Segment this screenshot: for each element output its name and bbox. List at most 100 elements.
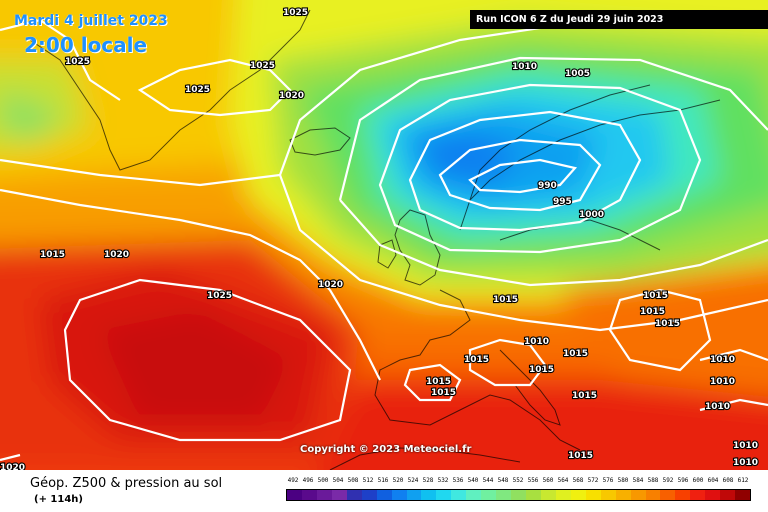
isobar-1015-iberia xyxy=(403,363,462,402)
isobar-label: 1025 xyxy=(250,61,275,71)
forecast-date: Mardi 4 juillet 2023 xyxy=(14,13,168,29)
color-scale-bar xyxy=(286,489,751,501)
scale-value-label: 520 xyxy=(392,477,404,484)
forecast-local-time: 2:00 locale xyxy=(24,33,148,57)
isobar-label: 1000 xyxy=(579,210,604,220)
scale-color-cell xyxy=(600,490,616,500)
scale-value-label: 500 xyxy=(317,477,329,484)
scale-value-label: 604 xyxy=(707,477,719,484)
isobar-label: 1025 xyxy=(283,8,308,18)
isobar-995 xyxy=(438,138,602,212)
scale-value-label: 612 xyxy=(737,477,749,484)
product-title: Géop. Z500 & pression au sol xyxy=(30,476,223,491)
isobar-label: 1010 xyxy=(733,458,758,468)
scale-color-cell xyxy=(615,490,631,500)
greenland-coast xyxy=(29,9,311,171)
isobar-label: 1010 xyxy=(733,441,758,451)
scale-color-cell xyxy=(540,490,556,500)
isobar-label: 1015 xyxy=(640,307,665,317)
isobar-1020 xyxy=(0,188,381,381)
isobar-label: 1015 xyxy=(40,250,65,260)
scale-color-cell xyxy=(361,490,377,500)
scale-color-cell xyxy=(287,490,302,500)
isobar-1020-west xyxy=(0,453,21,462)
scale-value-label: 552 xyxy=(512,477,524,484)
isobar-label: 1015 xyxy=(529,365,554,375)
isobar-label: 1025 xyxy=(65,57,90,67)
scale-color-cell xyxy=(511,490,526,500)
scale-color-cell xyxy=(346,490,362,500)
isobar-1025-greenland xyxy=(0,18,121,101)
isobar-label: 1015 xyxy=(572,391,597,401)
scale-value-label: 584 xyxy=(632,477,644,484)
isobar-label: 990 xyxy=(538,181,557,191)
scale-color-cell xyxy=(421,490,437,500)
scale-color-cell xyxy=(436,490,452,500)
norway-coast xyxy=(469,84,651,201)
isobar-label: 1015 xyxy=(568,451,593,461)
isobar-label: 1005 xyxy=(565,69,590,79)
isobar-label: 1010 xyxy=(705,402,730,412)
scale-value-label: 600 xyxy=(692,477,704,484)
land-outlines xyxy=(29,9,721,470)
isobar-label: 1020 xyxy=(0,463,25,470)
color-scale-labels: 492 496 500 504 508 512 516 520 524 528 532 536 540 5… xyxy=(286,477,751,487)
scale-color-cell xyxy=(585,490,601,500)
isobar-label: 1020 xyxy=(318,280,343,290)
scale-value-label: 576 xyxy=(602,477,614,484)
isobar-label: 1020 xyxy=(279,91,304,101)
scale-value-label: 608 xyxy=(722,477,734,484)
map-footer: Géop. Z500 & pression au sol (+ 114h) 49… xyxy=(0,470,768,512)
baltic-coast xyxy=(499,219,661,251)
scale-value-label: 556 xyxy=(527,477,539,484)
z500-field xyxy=(0,0,768,470)
africa-coast xyxy=(329,447,521,470)
italy-coast xyxy=(499,349,561,426)
scale-value-label: 496 xyxy=(302,477,314,484)
isobar-label: 1015 xyxy=(426,377,451,387)
copyright-notice: Copyright © 2023 Meteociel.fr xyxy=(300,444,472,455)
scale-color-cell xyxy=(301,490,317,500)
isobar-1010 xyxy=(338,56,768,201)
scale-value-label: 504 xyxy=(332,477,344,484)
scale-color-cell xyxy=(690,490,706,500)
europe-coast xyxy=(374,289,581,451)
isobar-label: 995 xyxy=(553,197,572,207)
scale-value-label: 548 xyxy=(497,477,509,484)
model-run-info: Run ICON 6 Z du Jeudi 29 juin 2023 xyxy=(470,10,768,29)
scale-color-cell xyxy=(720,490,736,500)
scale-value-label: 536 xyxy=(452,477,464,484)
scale-value-label: 516 xyxy=(377,477,389,484)
scale-value-label: 512 xyxy=(362,477,374,484)
scale-color-cell xyxy=(675,490,691,500)
scale-value-label: 596 xyxy=(677,477,689,484)
scale-color-cell xyxy=(735,490,751,500)
scale-value-label: 572 xyxy=(587,477,599,484)
scale-value-label: 540 xyxy=(467,477,479,484)
scale-color-cell xyxy=(316,490,332,500)
isobar-label: 1015 xyxy=(431,388,456,398)
scale-value-label: 588 xyxy=(647,477,659,484)
isobar-label: 1010 xyxy=(512,62,537,72)
isobar-label: 1015 xyxy=(655,319,680,329)
isobar-1010-b xyxy=(339,199,768,287)
isobar-label: 1020 xyxy=(104,250,129,260)
isobar-label: 1025 xyxy=(185,85,210,95)
isobar-1005 xyxy=(378,83,702,254)
scale-value-label: 524 xyxy=(407,477,419,484)
scale-color-cell xyxy=(705,490,721,500)
scale-color-cell xyxy=(630,490,646,500)
isobar-label: 1010 xyxy=(710,377,735,387)
isobar-1000 xyxy=(408,110,642,232)
scale-color-cell xyxy=(555,490,571,500)
isobar-1020-greenland xyxy=(137,58,292,117)
scale-value-label: 560 xyxy=(542,477,554,484)
isobar-label: 1015 xyxy=(464,355,489,365)
scale-color-cell xyxy=(496,490,512,500)
isobar-labels: 1025 1025 1025 1025 1020 1015 1020 1025 … xyxy=(0,7,759,470)
scale-color-cell xyxy=(391,490,407,500)
isobar-1025-high xyxy=(63,278,352,442)
isobar-label: 1010 xyxy=(710,355,735,365)
isobar-1015-east xyxy=(608,288,712,372)
scale-value-label: 492 xyxy=(287,477,299,484)
